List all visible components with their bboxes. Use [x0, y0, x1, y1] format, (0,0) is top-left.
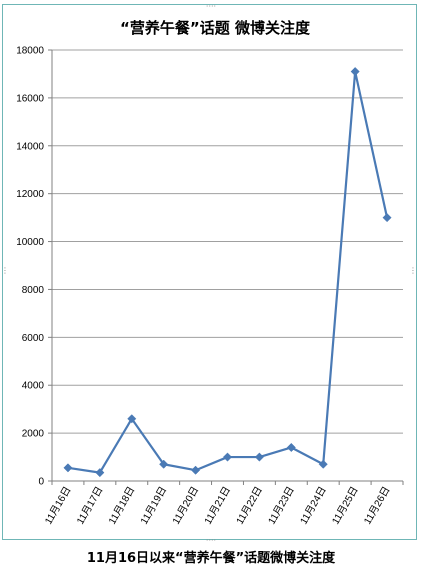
- y-tick-label: 2000: [22, 429, 45, 440]
- frame-handle-right[interactable]: ⋮: [409, 266, 417, 275]
- data-point: [318, 459, 328, 469]
- frame-handle-left[interactable]: ⋮: [1, 266, 9, 275]
- data-point: [286, 442, 296, 453]
- y-tick-label: 10000: [16, 237, 44, 248]
- y-tick-label: 18000: [16, 46, 44, 57]
- chart-frame: [2, 4, 417, 540]
- data-point: [191, 465, 201, 475]
- data-point: [95, 468, 105, 478]
- data-point: [350, 66, 360, 77]
- y-tick-label: 14000: [16, 141, 44, 152]
- data-point: [254, 452, 264, 462]
- data-point: [382, 213, 392, 223]
- frame-handle-top[interactable]: ····: [206, 2, 216, 11]
- y-tick-label: 12000: [16, 189, 44, 200]
- series: [63, 66, 392, 478]
- y-tick-label: 4000: [22, 381, 45, 392]
- figure-caption: 11月16日以来“营养午餐”话题微博关注度: [86, 551, 336, 566]
- data-point: [159, 459, 169, 469]
- y-tick-label: 8000: [22, 285, 45, 296]
- y-tick-labels: 0 2000 4000 6000 8000 10000 12000 14000 16000 180…: [16, 46, 44, 488]
- data-point: [127, 414, 137, 424]
- y-tick-label: 16000: [16, 93, 44, 104]
- frame-handle-bottom[interactable]: ····: [206, 536, 216, 545]
- y-tick-label: 0: [38, 477, 44, 488]
- chart-title: “营养午餐”话题 微博关注度: [120, 19, 311, 37]
- axes: [48, 49, 404, 485]
- data-point: [63, 463, 73, 473]
- data-point: [222, 452, 233, 462]
- y-tick-label: 6000: [22, 333, 45, 344]
